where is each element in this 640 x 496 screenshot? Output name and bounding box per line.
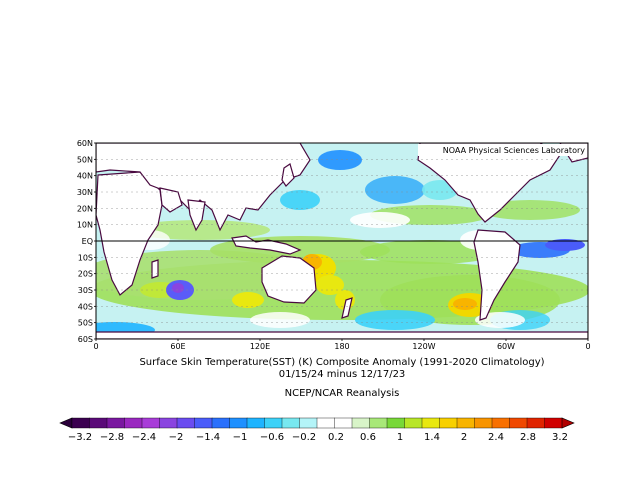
anomaly-patch [172, 283, 184, 293]
colorbar-cell [124, 417, 143, 429]
colorbar-label: 0.6 [360, 432, 376, 443]
lat-tick-label: 40S [78, 302, 93, 311]
colorbar-label: −1.4 [196, 432, 220, 443]
colorbar-cell [334, 417, 353, 429]
anomaly-map: NOAA Physical Sciences Laboratory [95, 142, 589, 340]
lat-tick-label: 50N [77, 155, 93, 164]
landmass [96, 331, 588, 339]
colorbar-label: −2.8 [100, 432, 124, 443]
lon-tick-label: 180 [334, 342, 349, 351]
colorbar-cell [211, 417, 230, 429]
colorbar-label: −3.2 [68, 432, 92, 443]
lat-tick-label: 60N [77, 139, 93, 148]
lat-tick-label: 30N [77, 188, 93, 197]
lon-tick-label: 0 [93, 342, 98, 351]
colorbar-label: −2.4 [132, 432, 156, 443]
landmass [341, 297, 353, 319]
lon-tick-label: 120E [250, 342, 270, 351]
colorbar-cell [316, 417, 335, 429]
lat-tick-label: 20S [78, 270, 93, 279]
lat-tick-label: 50S [78, 319, 93, 328]
lon-tick-label: 60W [497, 342, 515, 351]
anomaly-patch [453, 298, 477, 310]
colorbar-cell [281, 417, 300, 429]
anomaly-patch [355, 310, 435, 330]
colorbar-cell [246, 417, 265, 429]
colorbar-cell [106, 417, 125, 429]
colorbar-cells [59, 417, 575, 429]
colorbar-cell [439, 417, 458, 429]
anomaly-patch [280, 190, 320, 210]
landmass [281, 163, 295, 187]
colorbar-labels: −3.2 −2.8 −2.4 −2 −1.4 −1 −0.6 −0.2 0.2 0.6 1 1.4 2 2… [68, 432, 568, 443]
colorbar-label: 1.4 [424, 432, 440, 443]
colorbar-label: 2 [461, 432, 467, 443]
landmass [187, 199, 206, 232]
colorbar-cell [526, 417, 545, 429]
colorbar-over-arrow [561, 417, 575, 429]
colorbar-cell [544, 417, 563, 429]
colorbar-cell [509, 417, 528, 429]
colorbar-label: −2 [169, 432, 184, 443]
lat-tick-label: EQ [82, 237, 93, 246]
landmass [261, 255, 317, 304]
caption-line-1: Surface Skin Temperature(SST) (K) Compos… [139, 357, 544, 368]
colorbar-cell [351, 417, 370, 429]
colorbar-label: 3.2 [552, 432, 568, 443]
anomaly-patch [545, 239, 585, 251]
colorbar-cell [89, 417, 108, 429]
colorbar-cell [71, 417, 90, 429]
colorbar-cell [369, 417, 388, 429]
colorbar-cell [229, 417, 248, 429]
colorbar-cell [474, 417, 493, 429]
colorbar-cell [386, 417, 405, 429]
colorbar-label: −0.2 [292, 432, 316, 443]
colorbar-label: 0.2 [328, 432, 344, 443]
lat-tick-label: 20N [77, 204, 93, 213]
colorbar-cell [194, 417, 213, 429]
colorbar-cell [159, 417, 178, 429]
source-label: NOAA Physical Sciences Laboratory [443, 146, 586, 155]
colorbar-cell [264, 417, 283, 429]
colorbar-cell [299, 417, 318, 429]
lat-tick-label: 10N [77, 221, 93, 230]
anomaly-patch [350, 212, 410, 228]
lon-tick-label: 120W [412, 342, 435, 351]
colorbar-cell [176, 417, 195, 429]
colorbar-cell [491, 417, 510, 429]
colorbar-cell [141, 417, 160, 429]
lat-tick-label: 40N [77, 172, 93, 181]
landmass [417, 143, 561, 223]
landmass [473, 229, 521, 321]
colorbar: −3.2 −2.8 −2.4 −2 −1.4 −1 −0.6 −0.2 0.2 0.6 1 1.4 2 2… [59, 417, 575, 443]
colorbar-label: −0.6 [260, 432, 284, 443]
latitude-axis: 60N 50N 40N 30N 20N 10N EQ 10S 20S 30S 40S 50S 60S [77, 139, 96, 344]
latitude-gridlines [96, 159, 588, 323]
lon-tick-label: 0 [585, 342, 590, 351]
longitude-axis: 0 60E 120E 180 120W 60W 0 [93, 339, 591, 351]
colorbar-label: −1 [233, 432, 248, 443]
landmass [151, 259, 159, 279]
colorbar-label: 1 [397, 432, 403, 443]
lat-tick-label: 60S [78, 335, 93, 344]
lon-tick-label: 60E [170, 342, 185, 351]
colorbar-label: 2.4 [488, 432, 504, 443]
caption-line-3: NCEP/NCAR Reanalysis [285, 388, 400, 399]
source-label-box [418, 144, 587, 156]
colorbar-cell [421, 417, 440, 429]
anomaly-patch [318, 150, 362, 170]
caption-line-2: 01/15/24 minus 12/17/23 [279, 369, 406, 380]
lat-tick-label: 10S [78, 253, 93, 262]
colorbar-label: 2.8 [520, 432, 536, 443]
anomaly-patch [232, 292, 264, 308]
lat-tick-label: 30S [78, 286, 93, 295]
anomaly-patch [365, 176, 425, 204]
colorbar-cell [404, 417, 423, 429]
anomaly-patch [250, 312, 310, 328]
colorbar-cell [456, 417, 475, 429]
colorbar-under-arrow [59, 417, 73, 429]
